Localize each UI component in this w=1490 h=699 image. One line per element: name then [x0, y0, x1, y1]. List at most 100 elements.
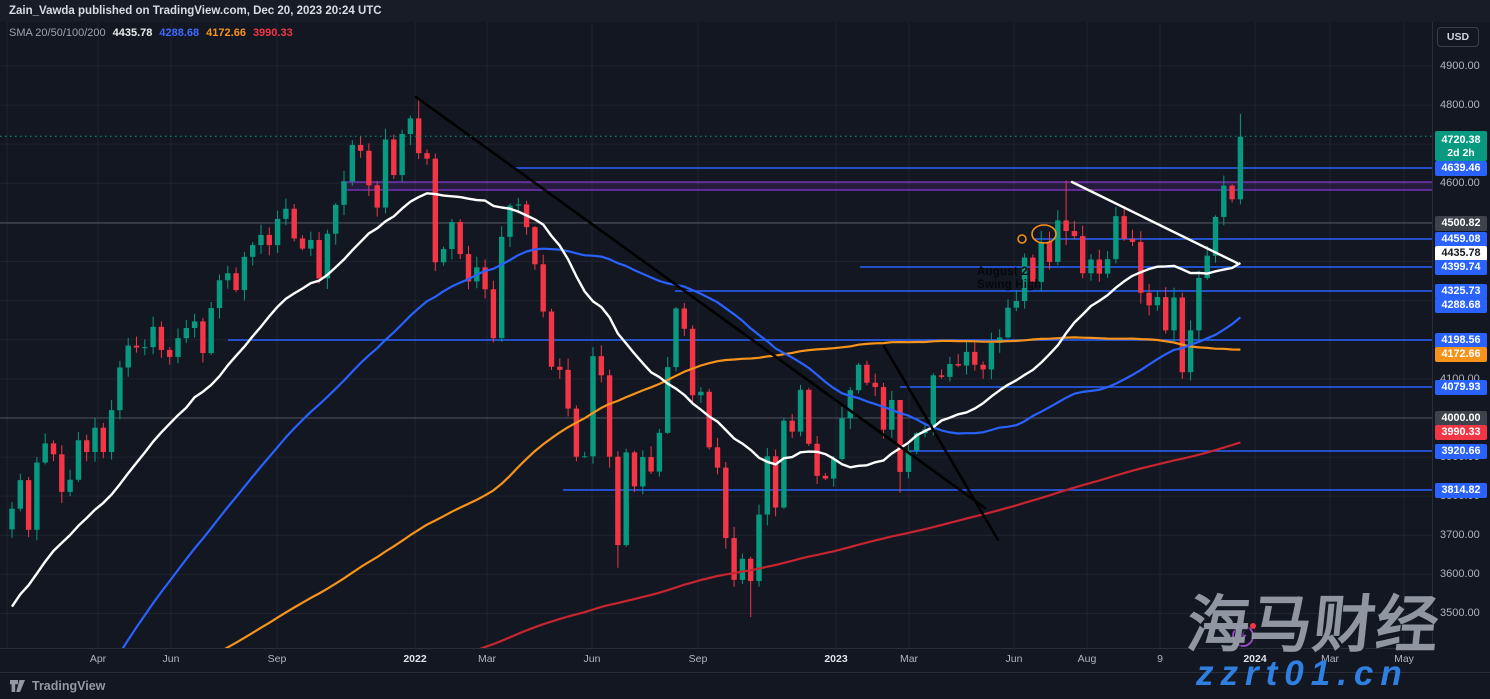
candle-body [1021, 257, 1028, 302]
candle-body [399, 134, 405, 176]
time-axis[interactable]: Apr Jun Sep 2022 Mar Jun Sep 2023 Mar Jun Aug 9 2024… [0, 648, 1432, 673]
candle-body [1080, 236, 1086, 274]
price-badge-3814.82: 3814.82 [1435, 482, 1487, 498]
time-scale-label: Jun [583, 653, 601, 665]
candle-body [1088, 259, 1094, 274]
price-badge-4435.78: 4435.78 [1435, 245, 1487, 261]
candle-body [864, 364, 870, 383]
candle-body [980, 364, 986, 370]
candle-body [739, 558, 746, 580]
sma-value: 4288.68 [159, 27, 200, 39]
candle-body [1071, 231, 1078, 237]
candle-body [714, 447, 721, 468]
time-scale-label: Sep [267, 653, 287, 665]
candle-body [108, 410, 115, 452]
tradingview-logo-icon [9, 679, 26, 693]
candle-body [50, 443, 57, 455]
sma-value: 3990.33 [252, 27, 293, 39]
price-badge-4639.46: 4639.46 [1435, 160, 1487, 176]
ellipse-marker[interactable] [1031, 224, 1057, 244]
candle-body [897, 399, 903, 472]
candle-body [814, 443, 820, 476]
price-badge-4172.66: 4172.66 [1435, 346, 1487, 362]
sma-legend-label: SMA 20/50/100/200 [9, 27, 106, 39]
time-scale-label: 2022 [403, 653, 427, 665]
candle-body [1096, 259, 1102, 274]
candle-body [9, 508, 15, 530]
candles-layer[interactable] [9, 98, 1244, 618]
sma-20-line[interactable] [11, 192, 1242, 608]
annotation-line-1: August 2 [977, 266, 1028, 278]
candle-body [847, 390, 853, 419]
sma-100-line[interactable] [12, 336, 1241, 648]
price-badge-4459.08: 4459.08 [1435, 231, 1487, 247]
candle-body [1063, 220, 1069, 232]
candle-body [167, 349, 173, 357]
candle-body [324, 233, 331, 279]
indicator-legend[interactable]: SMA 20/50/100/200 4435.78 4288.68 4172.66 39… [9, 27, 293, 39]
time-scale-label: Mar [477, 653, 497, 665]
candle-body [1154, 297, 1161, 306]
price-chart[interactable] [0, 0, 1490, 648]
candle-body [789, 420, 795, 432]
candle-body [150, 326, 156, 348]
trendline-1[interactable] [414, 95, 987, 510]
sma-50-line[interactable] [12, 247, 1242, 648]
candle-body [507, 205, 513, 237]
candle-body [548, 311, 555, 367]
candle-body [963, 351, 970, 366]
price-badge-4325.73: 4325.73 [1435, 283, 1487, 299]
lightning-button[interactable] [1228, 622, 1258, 652]
candle-body [1179, 297, 1185, 373]
price-badge-4500.82: 4500.82 [1435, 215, 1487, 231]
candle-body [191, 321, 198, 329]
candle-body [142, 347, 148, 349]
price-zone[interactable] [341, 182, 1432, 190]
trendline-2[interactable] [882, 344, 1000, 542]
candle-body [200, 321, 206, 354]
candle-body [930, 375, 936, 430]
candle-body [1013, 301, 1019, 308]
candle-body [806, 389, 812, 444]
candle-body [822, 475, 829, 479]
notification-dot [1250, 623, 1256, 629]
candle-body [308, 240, 314, 249]
candle-body [565, 369, 571, 409]
candle-body [208, 308, 214, 354]
price-axis[interactable]: 4900.004800.004700.004600.004500.004400.… [1432, 22, 1490, 648]
tradingview-brand-link[interactable]: TradingView [32, 679, 106, 693]
candle-body [175, 338, 181, 357]
candle-body [92, 427, 98, 452]
candle-body [233, 273, 239, 291]
candle-body [424, 153, 430, 159]
candle-body [681, 308, 687, 329]
dot-marker[interactable] [1017, 234, 1027, 244]
candle-body [938, 375, 945, 377]
candle-body [1212, 216, 1219, 256]
candle-body [764, 456, 770, 515]
candle-body [723, 467, 729, 539]
time-scale-label: Mar [1320, 653, 1340, 665]
footer-bar: TradingView [0, 672, 1490, 699]
price-badge-4720.38: 4720.38 2d 2h [1435, 131, 1487, 161]
chart-pane[interactable] [0, 22, 1432, 648]
time-scale-label: May [1394, 653, 1414, 665]
candle-body [1055, 220, 1061, 262]
candle-body [689, 328, 696, 396]
time-scale-label: Mar [899, 653, 919, 665]
candle-body [291, 208, 297, 239]
candle-body [183, 328, 189, 339]
trendline-3[interactable] [1070, 180, 1239, 265]
time-scale-label: Jun [1005, 653, 1023, 665]
candle-body [772, 456, 779, 508]
candle-body [250, 245, 256, 257]
candle-body [407, 118, 414, 135]
candle-body [349, 144, 355, 182]
candle-body [366, 150, 372, 186]
candle-body [1046, 241, 1053, 262]
sma-200-line[interactable] [12, 441, 1241, 648]
currency-toggle-button[interactable]: USD [1437, 27, 1479, 47]
candle-body [416, 118, 422, 154]
candle-body [225, 273, 231, 281]
publisher-text: Zain_Vawda published on TradingView.com,… [9, 5, 382, 17]
